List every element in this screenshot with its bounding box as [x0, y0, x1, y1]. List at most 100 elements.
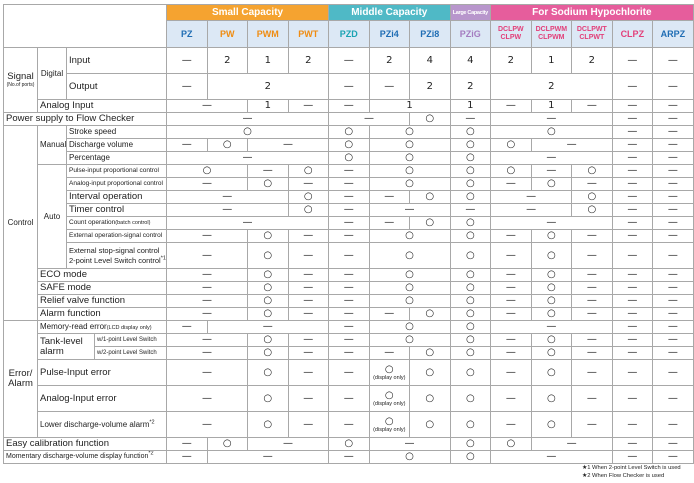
cell: — — [328, 177, 370, 191]
series-name-line: PZi8 — [420, 28, 440, 39]
cell: — — [166, 138, 208, 152]
cell: — — [530, 437, 613, 451]
cell: — — [166, 359, 248, 386]
td: Pulse-input proportional control — [66, 164, 167, 178]
cell: — — [571, 359, 613, 386]
label: External stop-signal control — [69, 245, 160, 255]
cell: — — [652, 47, 694, 74]
cell: ○ — [530, 177, 573, 191]
cell: — — [328, 320, 370, 334]
cell: — — [247, 164, 289, 178]
cell: — — [611, 385, 654, 412]
td: External operation-signal control — [66, 229, 167, 243]
cell: — — [652, 411, 694, 438]
cell: — — [652, 281, 694, 295]
cell: — — [449, 203, 492, 217]
cell: — — [571, 411, 613, 438]
cell: ○ — [409, 307, 451, 321]
cell: — — [166, 294, 248, 308]
series-name-line: PWT — [298, 28, 319, 39]
series-name: PZD — [328, 20, 370, 48]
cell: 1 — [449, 99, 492, 113]
series-name-line: PZD — [339, 28, 358, 39]
cell: ○ — [449, 346, 492, 360]
label: Pulse-Input error — [40, 366, 111, 378]
label: Analog-input proportional control — [69, 180, 163, 187]
cell: — — [571, 268, 613, 282]
cell: — — [571, 281, 613, 295]
cell: ○ — [409, 411, 451, 438]
td: Series Function — [3, 4, 167, 48]
cell: — — [652, 125, 694, 139]
label: Alarm function — [40, 308, 101, 319]
cell: — — [652, 203, 694, 217]
td: Stroke speed — [66, 125, 167, 139]
label: Series — [132, 8, 160, 18]
cell: ○ — [247, 385, 289, 412]
tr: Analog-input proportional control — ○ — — ○ ○ —… — [4, 177, 694, 191]
label: External operation-signal control — [69, 232, 163, 239]
cell: ○ — [368, 125, 451, 139]
cell: ○ — [328, 151, 370, 165]
cell: ○ — [449, 177, 492, 191]
cell: — — [652, 190, 694, 204]
series-name-line: DCLPWT — [576, 26, 607, 33]
cell: — — [287, 177, 330, 191]
label: Error/ Alarm — [3, 320, 38, 438]
td: Discharge volume — [66, 138, 167, 152]
cell: — — [328, 346, 370, 360]
series-name-line: PWM — [256, 28, 279, 39]
cell: ○ — [449, 385, 492, 412]
cell: — — [165, 151, 330, 165]
cell: — — [287, 307, 330, 321]
cell: — — [530, 164, 573, 178]
cell: ○ — [571, 203, 613, 217]
cell: — — [611, 73, 654, 100]
cell: ○ — [490, 164, 532, 178]
cell: ○ — [449, 294, 492, 308]
cell-mark: ○ — [384, 389, 394, 401]
cell: ○ — [530, 229, 573, 243]
cell: — — [611, 450, 654, 464]
cell: 2 — [449, 73, 492, 100]
cell: — — [571, 99, 613, 113]
cell: — — [328, 281, 370, 295]
tr: PZ PW PWM PWT PZD PZi4 PZi8 PZiG DCLPW CLPW DCLPWM… — [4, 20, 694, 48]
cell: ○ — [449, 125, 492, 139]
cell: — — [490, 242, 532, 269]
cell: — — [246, 437, 330, 451]
label: Momentary discharge-volume display funct… — [6, 453, 149, 460]
label: Power supply to Flow Checker — [6, 113, 135, 124]
cell: ○ — [530, 333, 573, 347]
tr: Relief valve function — ○ — — ○ ○ — ○ — — — — [4, 294, 694, 308]
cell: — — [611, 47, 654, 74]
label: *1 — [160, 255, 166, 261]
label: Middle Capacity — [328, 4, 451, 21]
series-name-line: CLPZ — [620, 28, 645, 39]
cell: — — [287, 359, 330, 386]
cell: — — [328, 216, 370, 230]
cell: ○ — [530, 346, 573, 360]
cell: — — [490, 333, 532, 347]
cell: ○ — [449, 229, 492, 243]
cell: — — [328, 294, 370, 308]
cell: — — [571, 242, 613, 269]
cell: — — [166, 242, 248, 269]
cell: — — [328, 73, 370, 100]
cell: ○ — [449, 359, 492, 386]
tr: Auto Pulse-input proportional control ○ — ○ —… — [4, 164, 694, 269]
cell: — — [652, 307, 694, 321]
td: Output — [66, 73, 167, 100]
cell: — — [368, 203, 451, 217]
cell: — — [166, 268, 248, 282]
td: w/2-point Level Switch — [94, 346, 167, 360]
cell: — — [449, 112, 492, 126]
cell: ○ (display only) — [368, 359, 411, 386]
cell: ○ — [449, 138, 492, 152]
label: Signal — [7, 71, 34, 82]
label: Large Capacity — [449, 4, 492, 21]
cell: 2 — [206, 73, 330, 100]
td: ECO mode — [37, 268, 167, 282]
td: Momentary discharge-volume display funct… — [3, 450, 167, 464]
